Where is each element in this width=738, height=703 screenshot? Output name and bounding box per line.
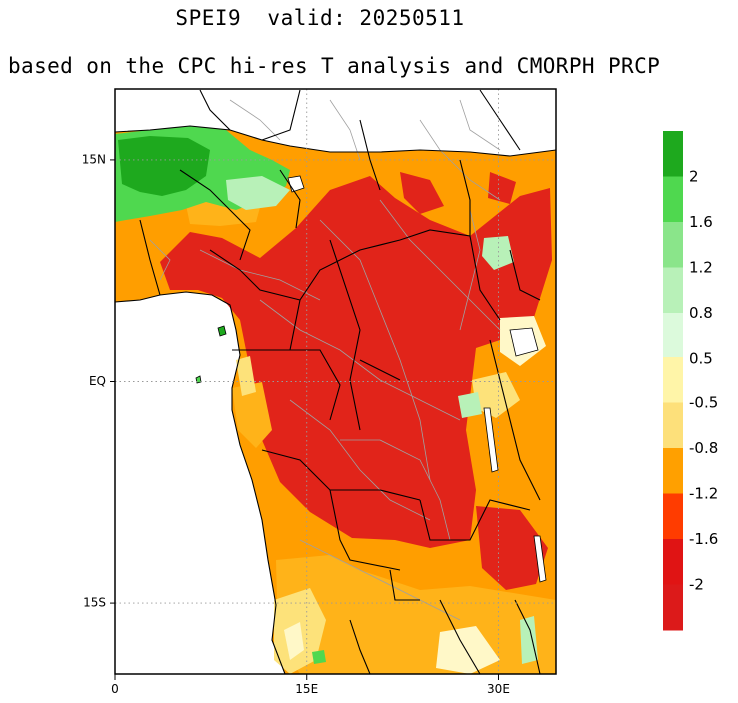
lat-label-eq: EQ (89, 374, 106, 388)
colorbar-dry-swatch (663, 539, 683, 585)
country-borders (115, 89, 556, 674)
colorbar-dry-label: -1.6 (689, 530, 718, 548)
colorbar-dry-swatch (663, 493, 683, 540)
colorbar-dry-label: -0.8 (689, 439, 718, 457)
colorbar-wet-label: 1.2 (689, 259, 713, 277)
wet-patch-sudan (482, 236, 514, 270)
mild-patch-eastafrica (472, 372, 520, 418)
colorbar-wet-label: 0.8 (689, 304, 713, 322)
colorbar-wet-label: 2 (689, 168, 699, 186)
colorbar-dry-swatch (663, 402, 683, 449)
lake-victoria (509, 327, 539, 357)
sao-tome-island (195, 375, 202, 384)
lon-label-0: 0 (111, 682, 119, 696)
near-normal-patch-southeast (436, 626, 500, 674)
colorbar-wet-swatch (663, 176, 683, 223)
wet-patch-southeast (520, 616, 538, 664)
drought-core-sahel (400, 172, 444, 214)
chart-title: SPEI9 valid: 20250511 (175, 6, 465, 30)
colorbar-dry-label: -2 (689, 576, 704, 594)
lon-label-15e: 15E (295, 682, 318, 696)
colorbar: 2 1.6 1.2 0.8 0.5 -0.5 -0.8 -1.2 -1.6 -2 (663, 131, 718, 631)
drought-core-east (488, 172, 516, 204)
lon-label-30e: 30E (487, 682, 510, 696)
graticule (115, 89, 556, 674)
wet-light-sahel (226, 176, 290, 210)
admin-boundaries (149, 99, 501, 621)
colorbar-dry-swatch (663, 584, 683, 631)
colorbar-dry-label: -1.2 (689, 485, 718, 503)
wet-patch-south (312, 650, 326, 664)
bioko-island (217, 325, 227, 337)
near-normal-patch-south (284, 622, 304, 660)
moderate-patch-gabon (232, 382, 272, 448)
colorbar-dry-label: -0.5 (689, 394, 718, 412)
mild-patch-westcoast (236, 356, 256, 396)
map-area (115, 89, 556, 674)
lat-axis: 15N EQ 15S (82, 152, 115, 610)
lon-axis: 0 15E 30E (111, 674, 510, 696)
lake-malawi (533, 535, 547, 583)
chart-subtitle: based on the CPC hi-res T analysis and C… (8, 54, 661, 78)
drought-core-southeast (476, 506, 548, 590)
wet-core-sahel (118, 136, 210, 196)
colorbar-wet-swatch (663, 313, 683, 359)
wet-patch-kivu (458, 392, 482, 418)
lake-tanganyika (483, 407, 499, 473)
colorbar-wet-label: 1.6 (689, 213, 713, 231)
lat-label-15n: 15N (82, 152, 106, 166)
colorbar-wet-swatch (663, 267, 683, 314)
colorbar-dry-swatch (663, 448, 683, 494)
colorbar-wet-label: 0.5 (689, 350, 713, 368)
colorbar-wet-swatch (663, 222, 683, 268)
lat-label-15s: 15S (83, 596, 106, 610)
colorbar-wet-swatch (663, 131, 683, 177)
colorbar-dry-swatch (663, 357, 683, 403)
